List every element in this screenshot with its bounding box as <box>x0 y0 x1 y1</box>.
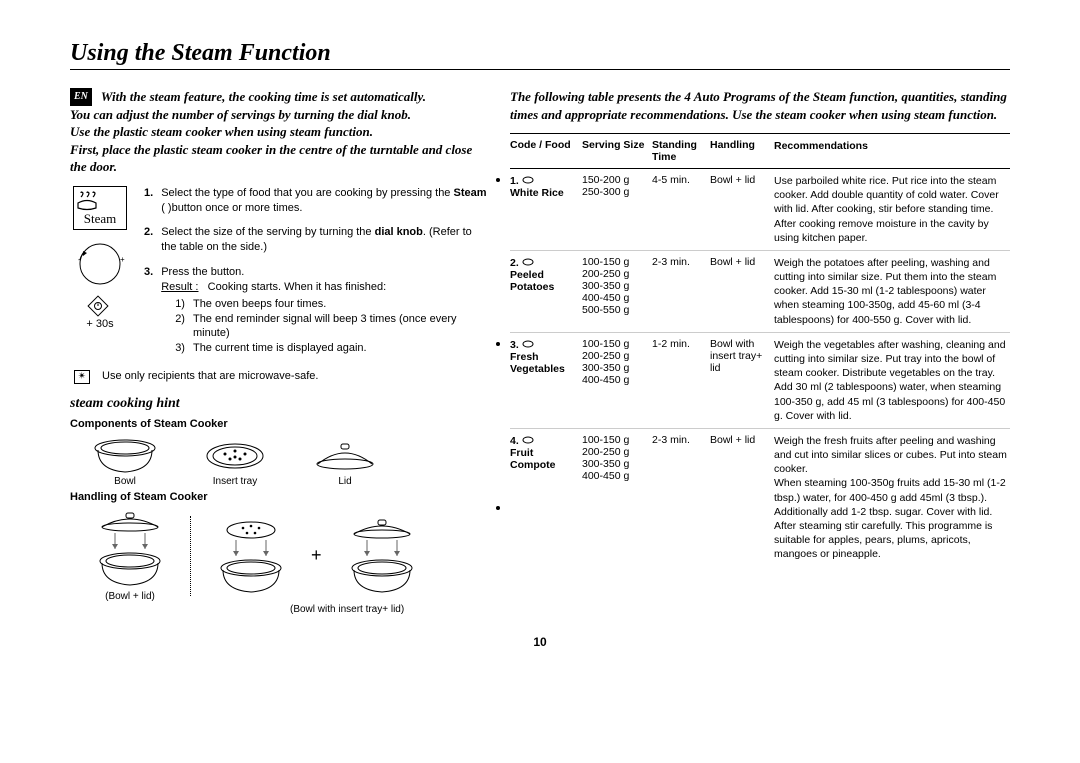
intro-line-2: You can adjust the number of servings by… <box>70 107 411 122</box>
page-title: Using the Steam Function <box>70 40 1010 70</box>
cell-stand: 4-5 min. <box>652 174 704 245</box>
lid-icon <box>310 436 380 476</box>
bowl-lid-exploded-icon <box>332 516 432 596</box>
note-icon: ✴ <box>74 370 90 384</box>
steam-label: Steam <box>74 211 126 227</box>
component-label: Bowl <box>90 476 160 487</box>
tray-bowl-exploded-icon <box>201 516 301 596</box>
steam-wave-icon <box>74 191 100 211</box>
step-num: 2. <box>144 225 153 255</box>
steps-list: 1. Select the type of food that you are … <box>144 186 490 366</box>
handling-caption: (Bowl + lid) <box>80 591 180 602</box>
steps-row: Steam - + + 30s <box>70 186 490 366</box>
step-text: Select the type of food that you are coo… <box>161 186 490 216</box>
component-insert-tray: Insert tray <box>200 436 270 487</box>
left-column: EN With the steam feature, the cooking t… <box>70 88 490 615</box>
step-num: 3. <box>144 265 153 356</box>
bowl-lid-exploded-icon <box>80 509 180 589</box>
cell-serving: 100-150 g 200-250 g 300-350 g 400-450 g … <box>582 256 646 327</box>
insert-tray-icon <box>200 436 270 476</box>
cell-serving: 150-200 g 250-300 g <box>582 174 646 245</box>
table-row: 4. Fruit Compote 100-150 g 200-250 g 300… <box>510 429 1010 567</box>
svg-text:+: + <box>120 255 125 264</box>
steam-hint-heading: steam cooking hint <box>70 396 490 412</box>
step-num: 1. <box>144 186 153 216</box>
intro-line-1: With the steam feature, the cooking time… <box>101 89 426 104</box>
handling-caption-2: (Bowl with insert tray+ lid) <box>290 604 404 615</box>
table-row: 2. Peeled Potatoes 100-150 g 200-250 g 3… <box>510 251 1010 333</box>
plus-icon: + <box>311 545 322 566</box>
dial-knob-icon: - + <box>74 238 126 286</box>
handling-heading: Handling of Steam Cooker <box>70 491 490 503</box>
binding-dots <box>496 88 500 510</box>
intro-line-3: Use the plastic steam cooker when using … <box>70 124 373 139</box>
note-row: ✴ Use only recipients that are microwave… <box>74 370 490 384</box>
header-standing: Standing Time <box>652 139 704 163</box>
left-intro-block: EN With the steam feature, the cooking t… <box>70 88 490 176</box>
handling-item-1: (Bowl + lid) <box>80 509 180 602</box>
step-text: Press the button. Result : Cooking start… <box>161 265 490 356</box>
result-text: Cooking starts. When it has finished: <box>208 281 387 293</box>
cell-serving: 100-150 g 200-250 g 300-350 g 400-450 g <box>582 338 646 423</box>
table-header: Code / Food Serving Size Standing Time H… <box>510 134 1010 169</box>
start-30s-icon: + 30s <box>86 294 113 330</box>
cell-serving: 100-150 g 200-250 g 300-350 g 400-450 g <box>582 434 646 562</box>
svg-text:-: - <box>78 255 81 264</box>
steam-button-icon: Steam <box>73 186 127 230</box>
step-3: 3. Press the button. Result : Cooking st… <box>144 265 490 356</box>
cell-rec: Weigh the potatoes after peeling, washin… <box>774 256 1010 327</box>
handling-row: (Bowl + lid) + <box>80 509 490 602</box>
cell-stand: 2-3 min. <box>652 434 704 562</box>
component-label: Insert tray <box>200 476 270 487</box>
handling-item-2a <box>201 516 301 596</box>
components-heading: Components of Steam Cooker <box>70 418 490 430</box>
step-2: 2. Select the size of the serving by tur… <box>144 225 490 255</box>
header-recommendations: Recommendations <box>774 139 1010 163</box>
cell-stand: 2-3 min. <box>652 256 704 327</box>
note-text: Use only recipients that are microwave-s… <box>102 370 318 384</box>
component-bowl: Bowl <box>90 436 160 487</box>
step-1: 1. Select the type of food that you are … <box>144 186 490 216</box>
cell-rec: Use parboiled white rice. Put rice into … <box>774 174 1010 245</box>
cell-handling: Bowl + lid <box>710 174 768 245</box>
right-column: The following table presents the 4 Auto … <box>510 88 1010 615</box>
substeps: 1)The oven beeps four times. 2)The end r… <box>175 297 490 356</box>
cell-handling: Bowl + lid <box>710 256 768 327</box>
plus-30s-label: + 30s <box>86 318 113 330</box>
table-row: 3. Fresh Vegetables 100-150 g 200-250 g … <box>510 333 1010 429</box>
two-column-layout: EN With the steam feature, the cooking t… <box>70 88 1010 615</box>
header-handling: Handling <box>710 139 768 163</box>
header-serving: Serving Size <box>582 139 646 163</box>
header-code: Code / Food <box>510 139 576 163</box>
page-number: 10 <box>70 635 1010 649</box>
divider <box>190 516 191 596</box>
cell-stand: 1-2 min. <box>652 338 704 423</box>
components-row: Bowl Insert tray Lid <box>90 436 490 487</box>
cell-rec: Weigh the vegetables after washing, clea… <box>774 338 1010 423</box>
cell-handling: Bowl with insert tray+ lid <box>710 338 768 423</box>
handling-item-2b <box>332 516 432 596</box>
cell-rec: Weigh the fresh fruits after peeling and… <box>774 434 1010 562</box>
cell-handling: Bowl + lid <box>710 434 768 562</box>
component-label: Lid <box>310 476 380 487</box>
right-intro: The following table presents the 4 Auto … <box>510 88 1010 123</box>
component-lid: Lid <box>310 436 380 487</box>
table-row: 1. White Rice 150-200 g 250-300 g 4-5 mi… <box>510 169 1010 251</box>
programs-table: Code / Food Serving Size Standing Time H… <box>510 133 1010 566</box>
icon-stack: Steam - + + 30s <box>70 186 130 366</box>
result-label: Result : <box>161 281 198 293</box>
step-text: Select the size of the serving by turnin… <box>161 225 490 255</box>
language-tag: EN <box>70 88 92 106</box>
bowl-icon <box>90 436 160 476</box>
intro-line-4: First, place the plastic steam cooker in… <box>70 142 472 175</box>
